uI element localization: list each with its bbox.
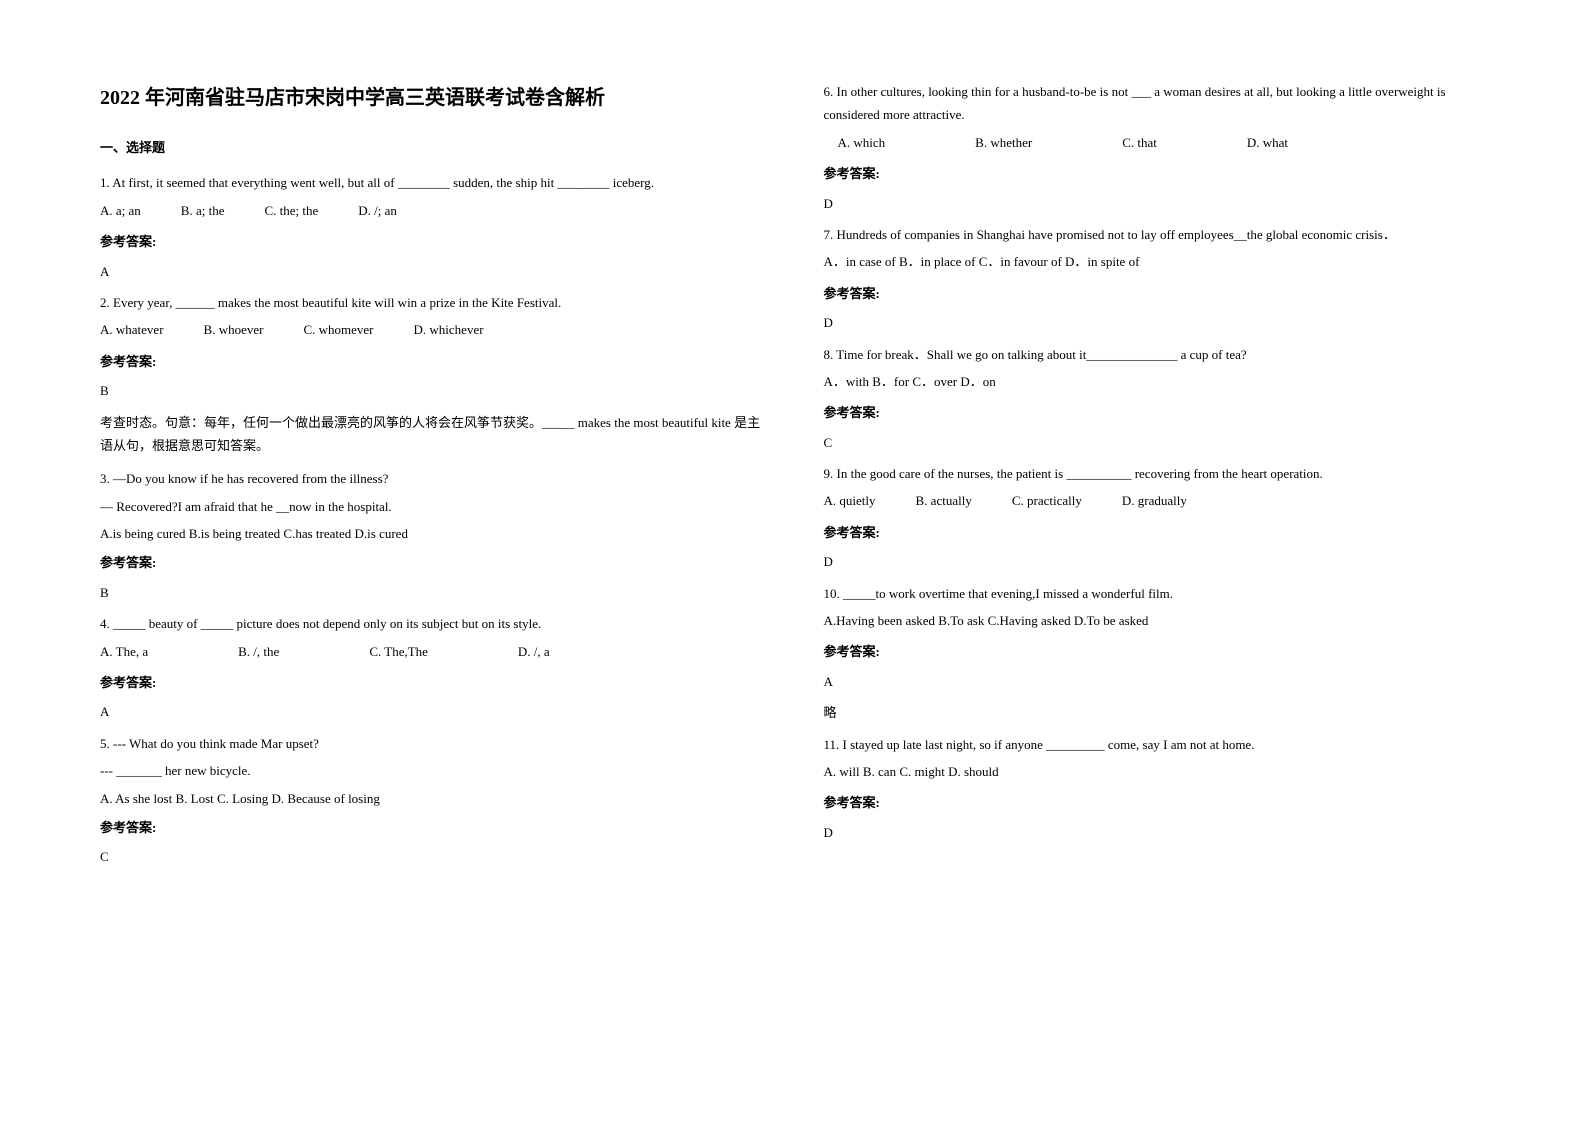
question-8-answer: C	[824, 431, 1488, 454]
option-a: A. which	[838, 131, 886, 154]
option-d: D. /, a	[518, 640, 550, 663]
option-b: B. actually	[916, 489, 972, 512]
question-9-answer: D	[824, 550, 1488, 573]
question-8-options: A．with B．for C．over D．on	[824, 370, 1488, 393]
question-9: 9. In the good care of the nurses, the p…	[824, 462, 1488, 485]
option-d: D. whichever	[414, 318, 484, 341]
question-4-options: A. The, a B. /, the C. The,The D. /, a	[100, 640, 764, 663]
question-2-explanation: 考查时态。句意：每年，任何一个做出最漂亮的风筝的人将会在风筝节获奖。_____ …	[100, 411, 764, 458]
question-7-options: A．in case of B．in place of C．in favour o…	[824, 250, 1488, 273]
question-2-options: A. whatever B. whoever C. whomever D. wh…	[100, 318, 764, 341]
question-10-answer: A	[824, 670, 1488, 693]
question-4: 4. _____ beauty of _____ picture does no…	[100, 612, 764, 635]
question-5-line1: 5. --- What do you think made Mar upset?	[100, 732, 764, 755]
option-c: C. the; the	[264, 199, 318, 222]
question-1-answer: A	[100, 260, 764, 283]
question-1-options: A. a; an B. a; the C. the; the D. /; an	[100, 199, 764, 222]
answer-label: 参考答案:	[824, 640, 1488, 663]
answer-label: 参考答案:	[100, 551, 764, 574]
option-c: C. that	[1122, 131, 1157, 154]
question-5-options: A. As she lost B. Lost C. Losing D. Beca…	[100, 787, 764, 810]
question-3-line2: — Recovered?I am afraid that he __now in…	[100, 495, 764, 518]
option-c: C. The,The	[369, 640, 428, 663]
option-d: D. gradually	[1122, 489, 1187, 512]
answer-label: 参考答案:	[824, 162, 1488, 185]
question-2: 2. Every year, ______ makes the most bea…	[100, 291, 764, 314]
question-7-answer: D	[824, 311, 1488, 334]
option-b: B. whoever	[204, 318, 264, 341]
question-11-options: A. will B. can C. might D. should	[824, 760, 1488, 783]
option-b: B. /, the	[238, 640, 279, 663]
question-6-answer: D	[824, 192, 1488, 215]
option-b: B. a; the	[181, 199, 225, 222]
question-6-options: A. which B. whether C. that D. what	[824, 131, 1488, 154]
option-d: D. what	[1247, 131, 1288, 154]
answer-label: 参考答案:	[100, 230, 764, 253]
question-2-answer: B	[100, 379, 764, 402]
question-11: 11. I stayed up late last night, so if a…	[824, 733, 1488, 756]
option-a: A. a; an	[100, 199, 141, 222]
option-b: B. whether	[975, 131, 1032, 154]
option-c: C. practically	[1012, 489, 1082, 512]
left-column: 2022 年河南省驻马店市宋岗中学高三英语联考试卷含解析 一、选择题 1. At…	[100, 80, 764, 877]
option-a: A. whatever	[100, 318, 164, 341]
question-11-answer: D	[824, 821, 1488, 844]
question-4-answer: A	[100, 700, 764, 723]
answer-label: 参考答案:	[100, 350, 764, 373]
option-c: C. whomever	[303, 318, 373, 341]
question-3-line1: 3. —Do you know if he has recovered from…	[100, 467, 764, 490]
answer-label: 参考答案:	[824, 791, 1488, 814]
answer-label: 参考答案:	[824, 521, 1488, 544]
answer-label: 参考答案:	[824, 282, 1488, 305]
question-9-options: A. quietly B. actually C. practically D.…	[824, 489, 1488, 512]
question-7: 7. Hundreds of companies in Shanghai hav…	[824, 223, 1488, 246]
option-d: D. /; an	[358, 199, 397, 222]
question-10-extra: 略	[824, 701, 1488, 724]
answer-label: 参考答案:	[824, 401, 1488, 424]
right-column: 6. In other cultures, looking thin for a…	[824, 80, 1488, 877]
option-a: A. quietly	[824, 489, 876, 512]
option-a: A. The, a	[100, 640, 148, 663]
question-5-answer: C	[100, 845, 764, 868]
answer-label: 参考答案:	[100, 671, 764, 694]
question-10-options: A.Having been asked B.To ask C.Having as…	[824, 609, 1488, 632]
question-3-options: A.is being cured B.is being treated C.ha…	[100, 522, 764, 545]
question-1: 1. At first, it seemed that everything w…	[100, 171, 764, 194]
question-5-line2: --- _______ her new bicycle.	[100, 759, 764, 782]
question-3-answer: B	[100, 581, 764, 604]
answer-label: 参考答案:	[100, 816, 764, 839]
question-6: 6. In other cultures, looking thin for a…	[824, 80, 1488, 127]
question-8: 8. Time for break．Shall we go on talking…	[824, 343, 1488, 366]
page-title: 2022 年河南省驻马店市宋岗中学高三英语联考试卷含解析	[100, 80, 764, 116]
section-header: 一、选择题	[100, 136, 764, 159]
question-10: 10. _____to work overtime that evening,I…	[824, 582, 1488, 605]
